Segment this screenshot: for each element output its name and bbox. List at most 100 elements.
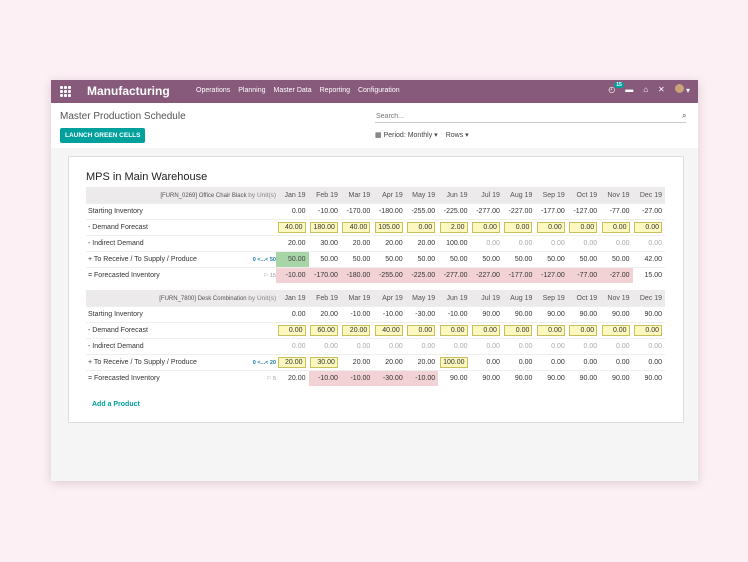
demand-forecast-input[interactable]: 0.00 [471, 325, 500, 336]
receive-value: 50.00 [535, 251, 568, 268]
demand-forecast-input[interactable]: 40.00 [277, 222, 306, 233]
starting-value: -10.00 [373, 306, 406, 323]
demand-forecast-input[interactable]: 40.00 [342, 222, 371, 233]
demand-value: 40.00 [373, 322, 406, 339]
demand-forecast-input[interactable]: 0.00 [471, 222, 500, 233]
month-header: Apr 19 [373, 187, 406, 204]
row-label: - Indirect Demand [86, 235, 277, 252]
demand-forecast-input[interactable]: 0.00 [601, 222, 630, 233]
demand-forecast-input[interactable]: 0.00 [407, 222, 436, 233]
indirect-value: 20.00 [373, 235, 406, 252]
demand-forecast-input[interactable]: 180.00 [309, 222, 338, 233]
demand-forecast-input[interactable]: 0.00 [277, 325, 306, 336]
receive-value: 42.00 [632, 251, 665, 268]
activity-icon[interactable]: ◴ 15 [608, 82, 624, 94]
period-dropdown[interactable]: ▦ Period: Monthly ▾ [375, 132, 438, 139]
replenish-input[interactable]: 30.00 [309, 357, 338, 368]
demand-value: 0.00 [535, 219, 568, 236]
product-name[interactable]: [FURN_0269] Office Chair Black [160, 192, 247, 199]
month-header: Sep 19 [535, 290, 568, 307]
demand-forecast-input[interactable]: 0.00 [439, 325, 468, 336]
safety-stock-range[interactable]: 0 <...< 20 [252, 360, 276, 366]
starting-value: -10.00 [308, 203, 341, 220]
row-label: = Forecasted Inventory ⚐ 15 [86, 267, 277, 283]
receive-value: 50.00 [567, 251, 601, 268]
starting-value: 90.00 [502, 306, 536, 323]
demand-value: 0.00 [405, 322, 439, 339]
forecasted-value: -30.00 [373, 370, 406, 386]
indirect-value: 0.00 [632, 235, 665, 252]
forecasted-value: 90.00 [438, 370, 471, 386]
demand-forecast-input[interactable]: 0.00 [634, 325, 662, 336]
safety-stock-range[interactable]: 0 <...< 50 [252, 257, 276, 263]
demand-forecast-input[interactable]: 0.00 [407, 325, 436, 336]
demand-forecast-input[interactable]: 60.00 [309, 325, 338, 336]
receive-value: 20.00 [373, 354, 406, 371]
row-label: - Demand Forecast [86, 322, 277, 339]
indirect-value: 0.00 [502, 338, 536, 355]
receive-value: 50.00 [373, 251, 406, 268]
month-header: Dec 19 [632, 290, 665, 307]
indirect-value: 0.00 [600, 235, 633, 252]
tools-icon[interactable]: ✕ [658, 85, 665, 94]
indirect-value: 0.00 [340, 338, 374, 355]
chat-icon[interactable]: ▬ [625, 85, 634, 94]
month-header: Oct 19 [567, 290, 601, 307]
replenish-input[interactable]: 100.00 [439, 357, 468, 368]
demand-forecast-input[interactable]: 0.00 [504, 222, 533, 233]
menu-operations[interactable]: Operations [196, 87, 231, 94]
demand-forecast-input[interactable]: 0.00 [601, 325, 630, 336]
rows-dropdown[interactable]: Rows ▾ [445, 132, 469, 139]
search-input[interactable] [375, 110, 686, 123]
replenish-input[interactable]: 20.00 [277, 357, 306, 368]
demand-forecast-input[interactable]: 20.00 [342, 325, 371, 336]
home-icon[interactable]: ⌂ [643, 85, 649, 94]
month-header: Jun 19 [438, 187, 471, 204]
demand-forecast-input[interactable]: 0.00 [569, 222, 598, 233]
menu-planning[interactable]: Planning [238, 87, 266, 94]
receive-value: 0.00 [535, 354, 568, 371]
month-header: Sep 19 [535, 187, 568, 204]
month-header: Nov 19 [600, 290, 633, 307]
row-forecasted: = Forecasted Inventory ⚐ 5 20.00 -10.00 -10.… [86, 370, 665, 386]
month-header: Dec 19 [632, 187, 665, 204]
product-name[interactable]: [FURN_7800] Desk Combination [159, 295, 247, 302]
demand-forecast-input[interactable]: 0.00 [536, 222, 565, 233]
receive-value: 20.00 [405, 354, 439, 371]
forecasted-value: -127.00 [535, 267, 568, 283]
menu-master-data[interactable]: Master Data [273, 87, 312, 94]
demand-forecast-input[interactable]: 0.00 [569, 325, 598, 336]
starting-value: 0.00 [276, 306, 309, 323]
forecasted-value: -177.00 [502, 267, 536, 283]
demand-forecast-input[interactable]: 0.00 [504, 325, 533, 336]
demand-forecast-input[interactable]: 40.00 [374, 325, 403, 336]
indirect-value: 20.00 [276, 235, 309, 252]
row-demand: - Demand Forecast 0.00 60.00 20.00 40.00 0.00… [86, 322, 665, 339]
user-avatar[interactable]: ▾ [674, 84, 690, 95]
demand-forecast-input[interactable]: 0.00 [536, 325, 565, 336]
month-header: May 19 [405, 290, 439, 307]
launch-green-cells-button[interactable]: LAUNCH GREEN CELLS [60, 128, 146, 143]
demand-forecast-input[interactable]: 0.00 [634, 222, 662, 233]
add-product-link[interactable]: Add a Product [92, 401, 140, 408]
calendar-icon: ▦ [375, 132, 382, 139]
row-forecasted: = Forecasted Inventory ⚐ 15 -10.00 -170.00-… [86, 267, 665, 283]
apps-grid-icon[interactable] [60, 86, 71, 97]
forecast-target-icon: ⚐ [263, 273, 270, 279]
demand-value: 0.00 [632, 219, 665, 236]
demand-forecast-input[interactable]: 2.00 [439, 222, 468, 233]
menu-reporting[interactable]: Reporting [319, 87, 350, 94]
row-label: = Forecasted Inventory ⚐ 5 [86, 370, 277, 386]
menu-configuration[interactable]: Configuration [357, 87, 400, 94]
receive-value: 50.00 [502, 251, 536, 268]
month-header: May 19 [405, 187, 439, 204]
starting-value: 90.00 [567, 306, 601, 323]
starting-value: -127.00 [567, 203, 601, 220]
period-label: Period: Monthly [383, 132, 433, 139]
product-unit: by Unit(s) [248, 191, 277, 199]
demand-value: 0.00 [502, 322, 536, 339]
demand-forecast-input[interactable]: 105.00 [374, 222, 403, 233]
receive-value: 30.00 [308, 354, 341, 371]
search-icon[interactable]: ⌕ [682, 111, 687, 120]
demand-value: 180.00 [308, 219, 341, 236]
